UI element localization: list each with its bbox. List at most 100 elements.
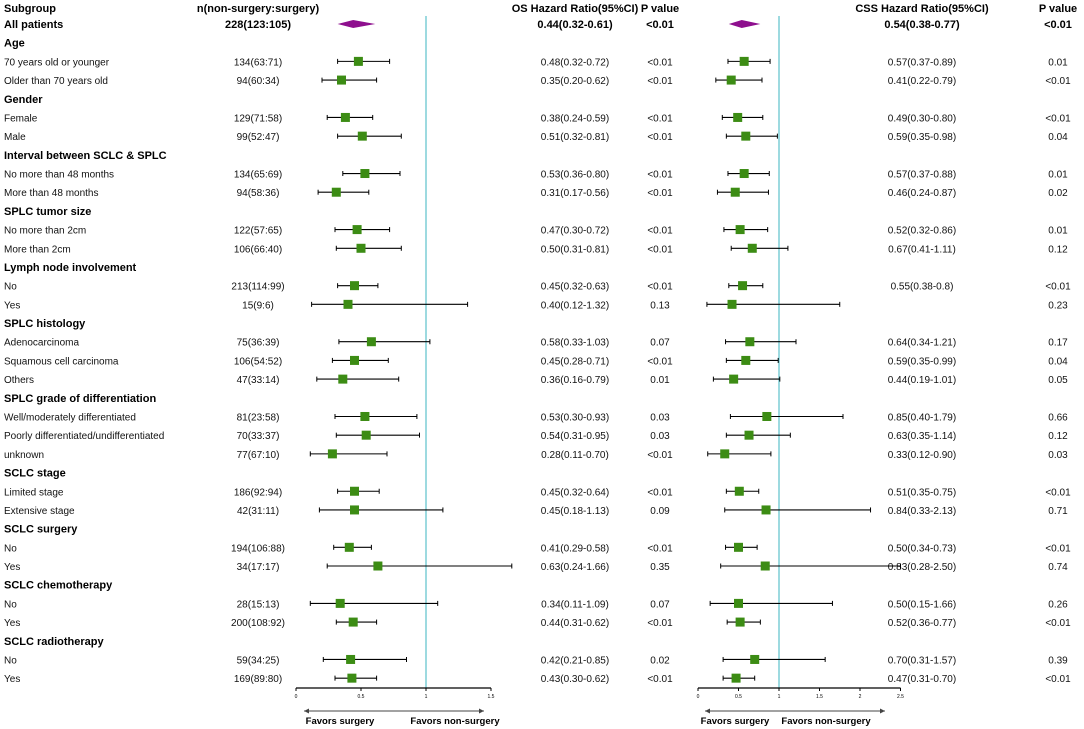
os-hr-text: 0.58(0.33-1.03) — [541, 338, 609, 349]
os-favors-surgery-label: Favors surgery — [306, 716, 375, 727]
os-hr-point — [350, 281, 359, 291]
css-hr-point — [745, 337, 755, 347]
os-hr-point — [357, 131, 367, 141]
css-tick-label: 2.5 — [897, 694, 904, 700]
os-p-value: 0.13 — [650, 300, 670, 311]
os-hr-point — [343, 299, 353, 309]
css-hr-point — [727, 299, 737, 309]
css-p-value: <0.01 — [1045, 543, 1071, 554]
n-value: 106(66:40) — [234, 244, 282, 255]
n-value: 213(114:99) — [231, 282, 284, 293]
css-hr-text: 0.67(0.41-1.11) — [888, 244, 956, 255]
subgroup-header: Interval between SCLC & SPLC — [4, 150, 167, 162]
os-hr-point — [335, 598, 345, 608]
os-hr-text: 0.48(0.32-0.72) — [541, 57, 609, 68]
css-p-value: 0.04 — [1048, 356, 1068, 367]
n-value: 70(33:37) — [237, 431, 280, 442]
css-favors-non-surgery-label: Favors non-surgery — [781, 716, 871, 727]
os-p-value: <0.01 — [647, 188, 673, 199]
css-p-value: 0.02 — [1048, 188, 1068, 199]
os-p-value: 0.07 — [650, 338, 670, 349]
css-hr-text: 0.63(0.35-1.14) — [888, 431, 956, 442]
css-hr-text: 0.55(0.38-0.8) — [891, 282, 954, 293]
subgroup-header: SCLC radiotherapy — [4, 636, 105, 648]
css-p-value: <0.01 — [1045, 674, 1071, 685]
header-os-p: P value — [641, 3, 679, 15]
css-p-value: 0.23 — [1048, 300, 1068, 311]
os-hr-text: 0.41(0.29-0.58) — [541, 543, 609, 554]
os-p-value: <0.01 — [647, 487, 673, 498]
css-hr-point — [750, 654, 760, 664]
css-hr-point — [734, 542, 743, 552]
css-hr-text: 0.83(0.28-2.50) — [888, 562, 956, 573]
css-hr-point — [747, 243, 757, 253]
os-hr-point — [360, 169, 370, 179]
css-hr-point — [726, 75, 736, 85]
css-hr-text: 0.85(0.40-1.79) — [888, 412, 956, 423]
css-hr-text: 0.52(0.32-0.86) — [888, 226, 956, 237]
os-hr-text: 0.35(0.20-0.62) — [541, 76, 609, 87]
n-value: 194(106:88) — [231, 543, 285, 554]
css-hr-text: 0.49(0.30-0.80) — [888, 113, 956, 124]
os-hr-point — [352, 225, 362, 235]
subgroup-header: Age — [4, 38, 25, 50]
css-p-value: 0.17 — [1048, 338, 1068, 349]
css-p-value: <0.01 — [1044, 19, 1072, 31]
subgroup-label: Poorly differentiated/undifferentiated — [4, 431, 164, 442]
os-hr-text: 0.42(0.21-0.85) — [541, 655, 609, 666]
os-hr-point — [346, 654, 356, 664]
os-hr-text: 0.44(0.31-0.62) — [541, 618, 609, 629]
os-tick-label: 0.5 — [358, 694, 365, 700]
subgroup-header: Lymph node involvement — [4, 262, 137, 274]
css-hr-point — [741, 131, 751, 141]
css-p-value: 0.04 — [1048, 132, 1068, 143]
n-value: 228(123:105) — [225, 19, 291, 31]
css-p-value: <0.01 — [1045, 113, 1071, 124]
css-hr-text: 0.41(0.22-0.79) — [888, 76, 956, 87]
css-hr-point — [761, 505, 771, 515]
os-p-value: <0.01 — [647, 450, 673, 461]
css-hr-point — [744, 430, 754, 440]
os-tick-label: 1.5 — [488, 694, 495, 700]
n-value: 42(31:11) — [237, 506, 279, 517]
css-p-value: <0.01 — [1045, 618, 1071, 629]
css-p-value: 0.71 — [1048, 506, 1068, 517]
css-hr-point — [762, 411, 772, 421]
os-hr-point — [373, 561, 383, 571]
css-p-value: 0.03 — [1048, 450, 1068, 461]
subgroup-label: No — [4, 282, 17, 293]
css-p-value: 0.12 — [1048, 244, 1068, 255]
css-hr-text: 0.33(0.12-0.90) — [888, 450, 956, 461]
os-hr-text: 0.40(0.12-1.32) — [541, 300, 609, 311]
os-p-value: 0.03 — [650, 412, 670, 423]
css-hr-text: 0.51(0.35-0.75) — [888, 487, 956, 498]
os-favors-non-surgery-label: Favors non-surgery — [410, 716, 500, 727]
os-p-value: <0.01 — [647, 113, 673, 124]
os-p-value: <0.01 — [647, 57, 673, 68]
css-hr-point — [739, 56, 749, 66]
n-value: 129(71:58) — [234, 113, 282, 124]
css-hr-point — [735, 617, 745, 627]
css-hr-text: 0.64(0.34-1.21) — [888, 338, 956, 349]
css-tick-label: 0 — [697, 694, 700, 700]
subgroup-label: No — [4, 655, 17, 666]
css-hr-text: 0.59(0.35-0.99) — [888, 356, 956, 367]
n-value: 169(89:80) — [234, 674, 282, 685]
os-hr-point — [350, 505, 359, 515]
os-overall-diamond — [337, 20, 376, 28]
header-os-hr: OS Hazard Ratio(95%CI) — [512, 3, 639, 15]
css-overall-diamond — [728, 20, 761, 28]
subgroup-label: Male — [4, 132, 26, 143]
n-value: 59(34:25) — [237, 655, 280, 666]
n-value: 106(54:52) — [234, 356, 282, 367]
os-p-value: <0.01 — [646, 19, 674, 31]
os-hr-text: 0.31(0.17-0.56) — [541, 188, 609, 199]
n-value: 200(108:92) — [231, 618, 285, 629]
os-hr-point — [340, 112, 350, 122]
os-hr-text: 0.45(0.18-1.13) — [541, 506, 609, 517]
subgroup-header: SPLC tumor size — [4, 206, 91, 218]
os-hr-point — [366, 337, 376, 347]
os-hr-text: 0.43(0.30-0.62) — [541, 674, 609, 685]
os-hr-point — [337, 75, 346, 85]
subgroup-label: Others — [4, 375, 34, 386]
